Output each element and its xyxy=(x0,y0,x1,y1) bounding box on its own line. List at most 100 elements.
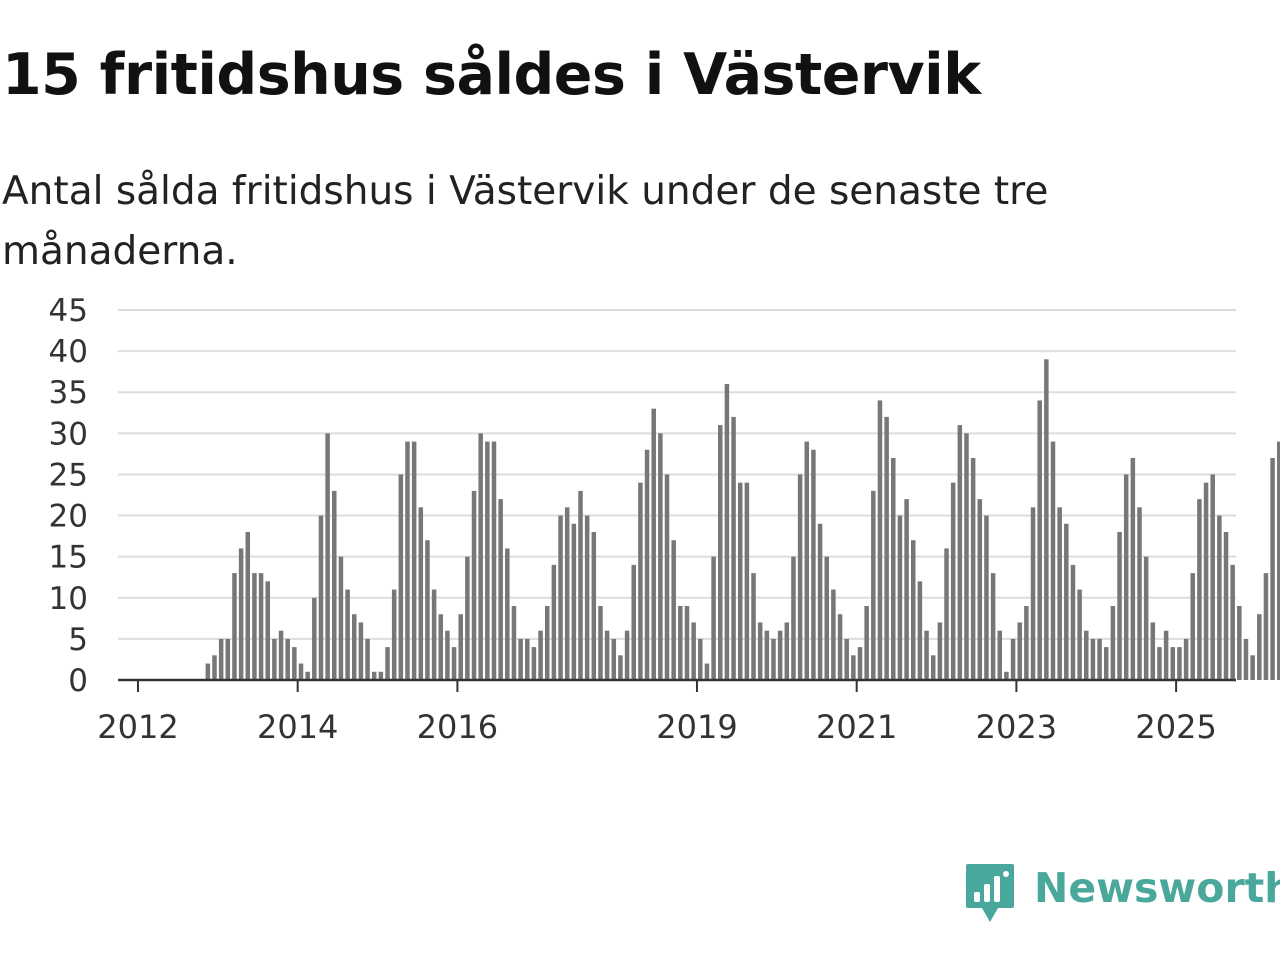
bar xyxy=(984,515,989,680)
bar xyxy=(698,638,703,680)
bar xyxy=(385,647,390,680)
bar xyxy=(398,474,404,680)
gridlines xyxy=(118,309,1236,640)
x-tick-label: 2012 xyxy=(97,708,178,746)
bar xyxy=(538,630,543,680)
y-tick-label: 25 xyxy=(49,457,88,493)
bar xyxy=(371,671,377,680)
bar xyxy=(551,564,557,680)
bar xyxy=(724,384,730,680)
bar xyxy=(1097,638,1102,680)
bar xyxy=(1163,630,1169,680)
bar xyxy=(351,614,357,680)
chart-subtitle: Antal sålda fritidshus i Västervik under… xyxy=(2,169,1049,274)
bar xyxy=(1070,564,1076,680)
bar xyxy=(1024,606,1029,680)
bar xyxy=(358,622,364,680)
bar xyxy=(1057,507,1062,680)
bar xyxy=(844,638,849,680)
bar xyxy=(345,589,350,680)
bar xyxy=(1230,564,1235,680)
bar xyxy=(950,482,956,680)
x-axis-ticks: 2012 2014 2016 2019 2021 2023 2025 xyxy=(97,680,1217,746)
bar xyxy=(325,433,330,680)
bar xyxy=(797,474,803,680)
bar xyxy=(1010,638,1016,680)
bar xyxy=(471,490,477,680)
y-tick-label: 30 xyxy=(49,416,88,452)
bar xyxy=(744,482,750,680)
x-tick-label: 2019 xyxy=(656,708,737,746)
bar xyxy=(558,515,563,680)
bar xyxy=(831,589,836,680)
bar xyxy=(1064,523,1069,680)
bar xyxy=(378,671,384,680)
bar xyxy=(411,441,417,680)
bar xyxy=(571,523,577,680)
bar xyxy=(731,416,736,680)
bar xyxy=(944,548,949,680)
bar xyxy=(1237,606,1242,680)
bar xyxy=(1084,630,1089,680)
bar xyxy=(1090,638,1096,680)
bar xyxy=(737,482,743,680)
bar xyxy=(910,540,916,680)
bar xyxy=(990,573,996,680)
bar xyxy=(1150,622,1156,680)
x-tick-label: 2021 xyxy=(816,708,897,746)
bar xyxy=(531,647,537,680)
bar xyxy=(318,515,324,680)
bar xyxy=(804,441,810,680)
bar xyxy=(225,638,231,680)
bar xyxy=(757,622,763,680)
bar xyxy=(897,515,903,680)
bar xyxy=(305,671,310,680)
y-axis-ticks: 0 5 10 15 20 25 30 35 40 45 xyxy=(49,293,88,699)
bar xyxy=(465,556,470,680)
bar xyxy=(1123,474,1129,680)
bar xyxy=(791,556,796,680)
bar xyxy=(777,630,783,680)
bar xyxy=(824,556,829,680)
bar xyxy=(917,581,923,680)
bar xyxy=(704,663,710,680)
y-tick-label: 0 xyxy=(68,663,88,699)
bar xyxy=(1190,573,1195,680)
bar xyxy=(584,515,590,680)
bar xyxy=(438,614,444,680)
x-tick-label: 2025 xyxy=(1135,708,1216,746)
bar xyxy=(272,638,277,680)
y-tick-label: 10 xyxy=(49,581,88,617)
y-tick-label: 35 xyxy=(49,375,88,411)
x-tick-label: 2014 xyxy=(257,708,338,746)
bar xyxy=(851,655,856,680)
chart-title: 15 fritidshus såldes i Västervik xyxy=(2,42,981,108)
bar xyxy=(930,655,936,680)
bar xyxy=(817,523,823,680)
bar xyxy=(478,433,483,680)
bar xyxy=(458,614,463,680)
bar xyxy=(292,647,297,680)
bar xyxy=(258,573,264,680)
bar xyxy=(1077,589,1082,680)
x-tick-label: 2023 xyxy=(976,708,1057,746)
bar xyxy=(1250,655,1255,680)
bar xyxy=(611,638,617,680)
bar xyxy=(598,606,603,680)
bar xyxy=(564,507,570,680)
bar xyxy=(1050,441,1056,680)
bar xyxy=(1223,532,1229,680)
bar xyxy=(491,441,497,680)
bar xyxy=(651,408,656,680)
bar xyxy=(857,647,863,680)
bar xyxy=(1263,573,1269,680)
bar xyxy=(312,597,317,680)
bar xyxy=(977,499,983,680)
bar xyxy=(405,441,410,680)
bar xyxy=(1197,499,1202,680)
y-tick-label: 20 xyxy=(49,499,88,535)
bar xyxy=(970,458,976,680)
bar xyxy=(485,441,490,680)
bar xyxy=(1277,441,1280,680)
